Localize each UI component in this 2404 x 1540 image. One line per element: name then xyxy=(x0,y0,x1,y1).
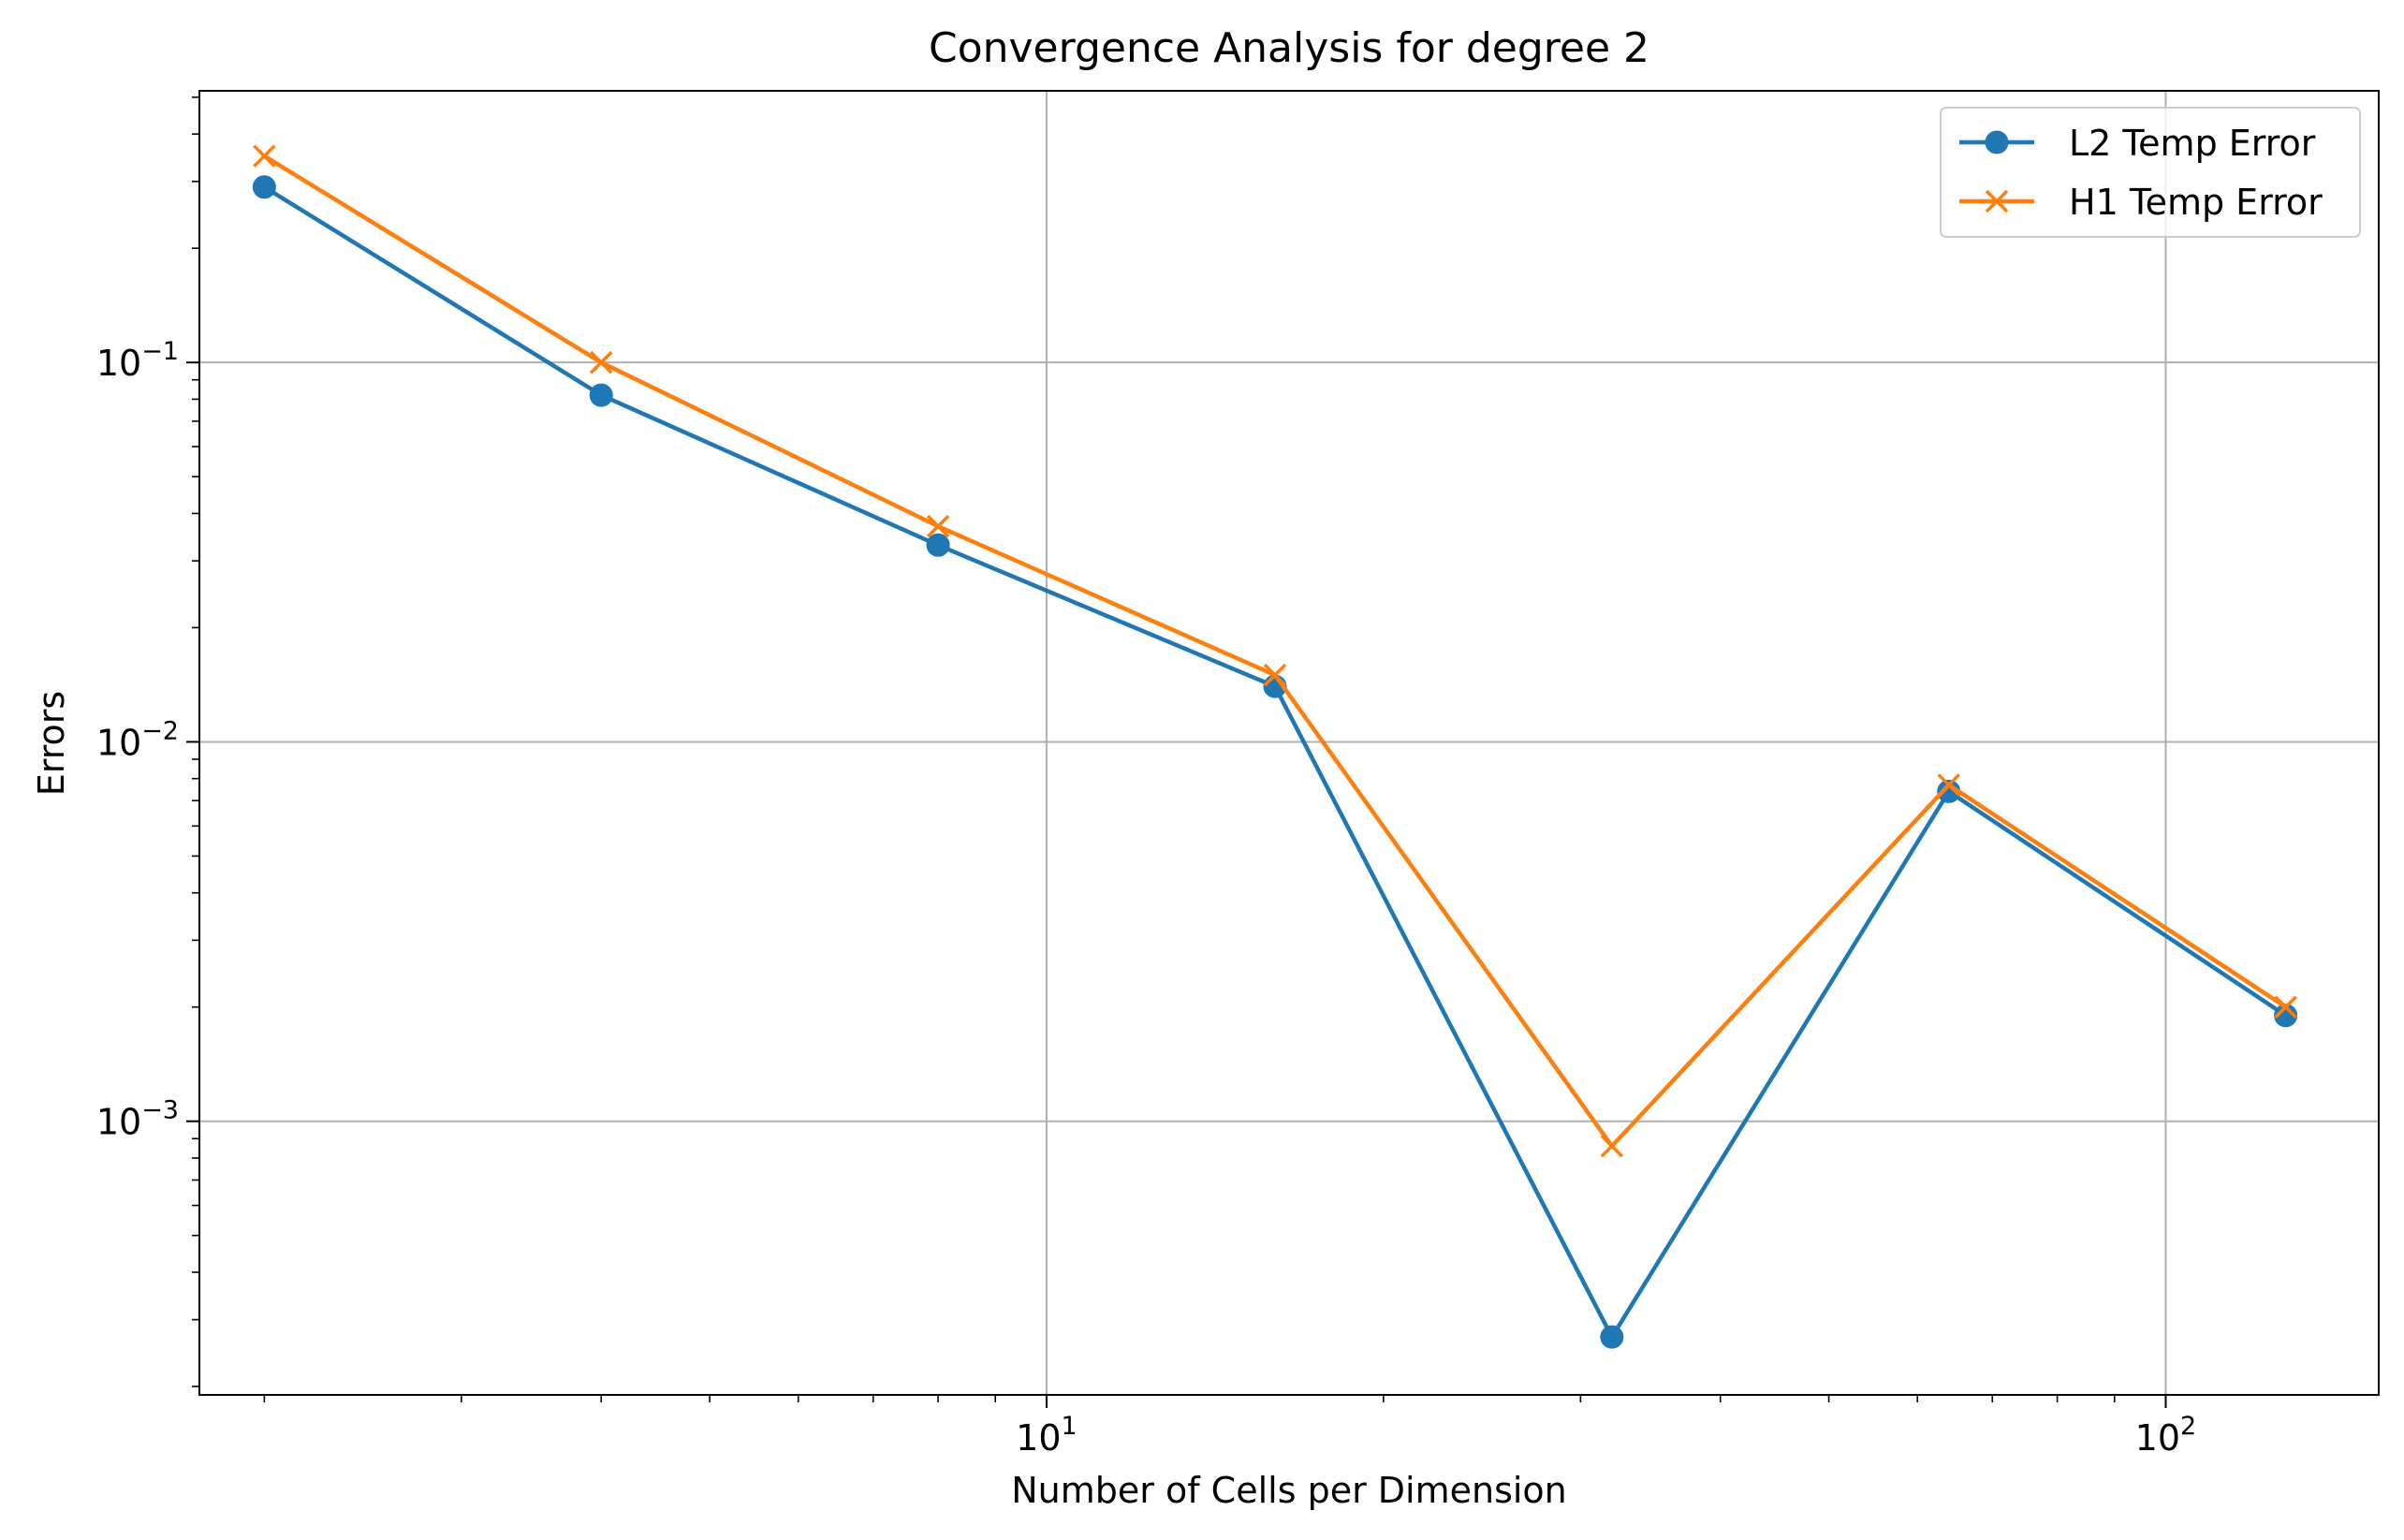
plot-series xyxy=(252,144,2298,1349)
legend-label-1: L2 Temp Error xyxy=(2069,123,2316,164)
y-axis-label: Errors xyxy=(31,691,72,796)
legend-marker-1 xyxy=(1985,130,2009,154)
series-2-point xyxy=(926,514,950,538)
series-1-point xyxy=(2274,1004,2298,1028)
series-2-point-stroke xyxy=(253,144,276,168)
chart-title: Convergence Analysis for degree 2 xyxy=(929,24,1649,72)
series-2-point-stroke xyxy=(1263,663,1287,687)
series-2-point-stroke xyxy=(2274,995,2297,1019)
plot-frame xyxy=(198,90,2380,1396)
series-1-point xyxy=(1600,1325,1624,1349)
series-2-point xyxy=(1263,663,1287,687)
series-2-point xyxy=(589,350,613,374)
y-tick-label: 10−2 xyxy=(96,716,179,763)
axis-ticks: 101 102 10−1 10−2 10−3 xyxy=(96,96,2197,1459)
legend-label-2: H1 Temp Error xyxy=(2069,182,2323,223)
grid-lines xyxy=(199,91,2379,1395)
legend-entries: L2 Temp Error H1 Temp Error xyxy=(1959,123,2323,223)
legend: L2 Temp Error H1 Temp Error xyxy=(1940,107,2361,238)
series-2-point xyxy=(2274,995,2297,1019)
legend-marker-2-stroke xyxy=(1985,189,2009,213)
series-2-point xyxy=(1600,1135,1624,1158)
series-2-point-stroke xyxy=(589,350,613,374)
series-2-point-stroke xyxy=(1600,1135,1624,1158)
series-1-point xyxy=(589,383,613,407)
series-1-point xyxy=(926,533,950,557)
x-tick-label: 102 xyxy=(2135,1412,2197,1459)
series-2-point xyxy=(253,144,276,168)
series-1-point xyxy=(252,175,276,199)
series-2-point xyxy=(1937,773,1960,797)
y-tick-label: 10−3 xyxy=(96,1096,179,1143)
series-2-point-stroke xyxy=(926,514,950,538)
x-axis-label: Number of Cells per Dimension xyxy=(1011,1470,1567,1511)
series-2-point-stroke xyxy=(1937,773,1960,797)
legend-marker-2 xyxy=(1985,189,2009,213)
x-tick-label: 101 xyxy=(1016,1412,1077,1459)
legend-box xyxy=(1940,107,2361,238)
y-tick-label: 10−1 xyxy=(96,337,179,384)
